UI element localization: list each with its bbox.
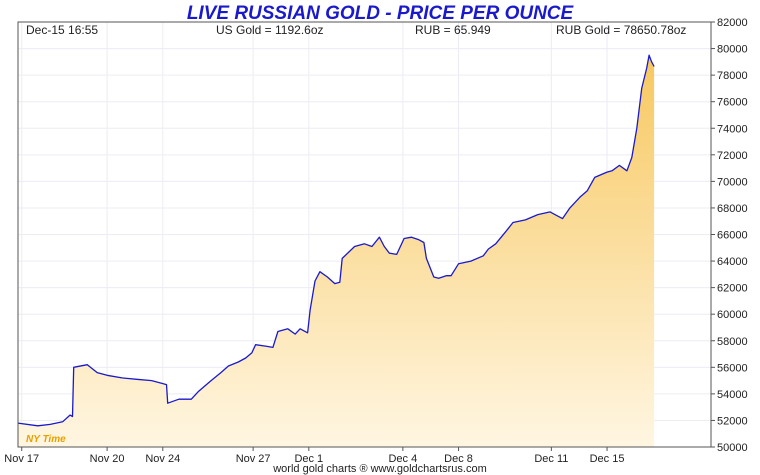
price-line [17, 54, 655, 427]
header-datetime: Dec-15 16:55 [26, 23, 98, 37]
x-tick-label: Dec 8 [444, 453, 473, 465]
y-tick-label: 72000 [717, 150, 748, 162]
y-tick-label: 62000 [717, 283, 748, 295]
y-tick-label: 52000 [717, 415, 748, 427]
x-tick-label: Dec 1 [294, 453, 323, 465]
x-axis-ticks: Nov 17 Nov 20 Nov 24 Nov 27 Dec 1 Dec 4 Dec 8 D… [4, 447, 624, 465]
y-tick-label: 70000 [717, 176, 748, 188]
x-tick-label: Dec 4 [388, 453, 417, 465]
y-tick-label: 76000 [717, 97, 748, 109]
x-tick-label: Dec 15 [590, 453, 625, 465]
chart-title: LIVE RUSSIAN GOLD - PRICE PER OUNCE [187, 3, 575, 24]
x-tick-label: Nov 24 [145, 453, 180, 465]
ny-time-label: NY Time [26, 434, 66, 445]
y-tick-label: 60000 [717, 309, 748, 321]
footer-credit: world gold charts ® www.goldchartsrus.co… [272, 463, 487, 475]
price-area [18, 55, 655, 447]
y-tick-label: 50000 [717, 442, 748, 454]
x-tick-label: Nov 17 [4, 453, 39, 465]
y-tick-label: 74000 [717, 123, 748, 135]
x-tick-label: Dec 11 [534, 453, 568, 465]
y-tick-label: 56000 [717, 362, 748, 374]
x-tick-label: Nov 27 [236, 453, 271, 465]
y-axis-ticks: 50000 52000 54000 56000 58000 60000 62000 64000… [711, 17, 748, 454]
y-tick-label: 66000 [717, 230, 748, 242]
y-tick-label: 82000 [717, 17, 748, 29]
y-tick-label: 68000 [717, 203, 748, 215]
x-tick-label: Nov 20 [90, 453, 125, 465]
y-tick-label: 58000 [717, 336, 748, 348]
y-tick-label: 64000 [717, 256, 748, 268]
y-tick-label: 80000 [717, 44, 748, 56]
y-tick-label: 78000 [717, 70, 748, 82]
y-tick-label: 54000 [717, 389, 748, 401]
header-us-gold: US Gold = 1192.6oz [216, 23, 324, 37]
header-rub-gold: RUB Gold = 78650.78oz [556, 23, 686, 37]
header-rub-rate: RUB = 65.949 [415, 23, 491, 37]
